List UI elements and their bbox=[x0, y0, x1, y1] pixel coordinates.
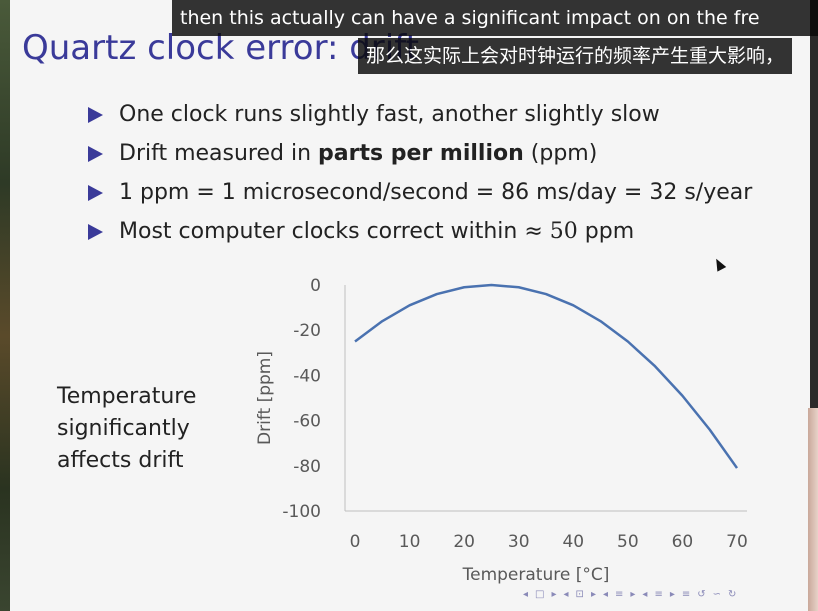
bullet-text-pre: Most computer clocks correct within ≈ bbox=[119, 219, 550, 244]
webcam-overlay bbox=[808, 408, 818, 611]
nav-glyph-icon[interactable]: ⊡ bbox=[575, 589, 584, 600]
y-tick-label: -100 bbox=[282, 502, 321, 522]
bullet-text-post: ppm bbox=[577, 219, 635, 244]
nav-glyph-icon[interactable]: ◂ bbox=[602, 589, 608, 600]
nav-glyph-icon[interactable]: ▸ bbox=[551, 589, 557, 600]
subtitle-chinese: 那么这实际上会对时钟运行的频率产生重大影响， bbox=[357, 38, 792, 74]
x-tick-label: 40 bbox=[562, 532, 584, 552]
bullet-text: One clock runs slightly fast, another sl… bbox=[119, 102, 660, 127]
x-tick-label: 70 bbox=[726, 532, 748, 552]
subtitle-english: then this actually can have a significan… bbox=[172, 0, 818, 36]
nav-glyph-icon[interactable]: ≡ bbox=[681, 589, 691, 600]
y-tick-label: -20 bbox=[293, 321, 321, 341]
bullet-triangle-icon bbox=[88, 223, 103, 240]
nav-glyph-icon[interactable]: ↻ bbox=[728, 589, 737, 600]
y-tick-label: -80 bbox=[293, 457, 321, 477]
drift-chart: 0 -20 -40 -60 -80 -100 0 10 20 30 40 50 60 70 Temperat… bbox=[255, 276, 748, 585]
x-tick-label: 30 bbox=[508, 532, 530, 552]
background-strip-left bbox=[0, 0, 10, 611]
bullet-text: 1 ppm = 1 microsecond/second = 86 ms/day… bbox=[119, 180, 753, 205]
caption-line: significantly bbox=[57, 416, 190, 441]
y-axis-label: Drift [ppm] bbox=[255, 351, 275, 445]
x-tick-label: 20 bbox=[453, 532, 475, 552]
nav-glyph-icon[interactable]: ≡ bbox=[654, 589, 663, 600]
nav-glyph-icon[interactable]: ▸ bbox=[590, 589, 596, 600]
caption-line: affects drift bbox=[57, 448, 184, 473]
chart-caption: Temperature significantly affects drift bbox=[57, 381, 196, 477]
bullet-triangle-icon bbox=[88, 106, 103, 123]
series-line bbox=[354, 283, 739, 469]
bullet-text-math: 50 bbox=[549, 219, 578, 244]
bullet-text-pre: Drift measured in bbox=[119, 141, 319, 166]
nav-glyph-icon[interactable]: ↺ bbox=[697, 589, 706, 600]
y-tick-label: -40 bbox=[293, 366, 321, 386]
bullet-item: Drift measured in parts per million (ppm… bbox=[88, 134, 752, 173]
nav-glyph-icon[interactable]: ≡ bbox=[615, 589, 624, 600]
x-axis-label: Temperature [°C] bbox=[462, 565, 610, 585]
bullet-text-bold: parts per million bbox=[318, 141, 524, 166]
beamer-navigation: ◂ □ ▸ ◂ ⊡ ▸ ◂ ≡ ▸ ◂ ≡ ▸ ≡ ↺ ∽ ↻ bbox=[523, 589, 736, 600]
bullet-triangle-icon bbox=[88, 184, 103, 201]
y-tick-label: -60 bbox=[293, 412, 321, 432]
bullet-item: 1 ppm = 1 microsecond/second = 86 ms/day… bbox=[88, 173, 752, 212]
bullet-triangle-icon bbox=[88, 145, 103, 162]
y-tick-label: 0 bbox=[310, 276, 321, 296]
bullet-list: One clock runs slightly fast, another sl… bbox=[88, 95, 752, 251]
nav-glyph-icon[interactable]: ◂ bbox=[642, 589, 648, 600]
caption-line: Temperature bbox=[57, 384, 197, 409]
x-tick-label: 0 bbox=[350, 532, 361, 552]
nav-glyph-icon[interactable]: ▸ bbox=[630, 589, 636, 600]
nav-glyph-icon[interactable]: ◂ bbox=[563, 589, 569, 600]
x-tick-label: 10 bbox=[399, 532, 421, 552]
nav-glyph-icon[interactable]: ▸ bbox=[669, 589, 675, 600]
bullet-item: One clock runs slightly fast, another sl… bbox=[88, 95, 752, 134]
x-tick-label: 50 bbox=[617, 532, 639, 552]
nav-glyph-icon[interactable]: ∽ bbox=[712, 589, 722, 600]
x-tick-label: 60 bbox=[672, 532, 694, 552]
bullet-item: Most computer clocks correct within ≈ 50… bbox=[88, 212, 752, 251]
background-strip-right bbox=[810, 0, 818, 611]
nav-glyph-icon[interactable]: □ bbox=[535, 589, 545, 600]
bullet-text-post: (ppm) bbox=[523, 141, 598, 166]
nav-glyph-icon[interactable]: ◂ bbox=[523, 589, 529, 600]
